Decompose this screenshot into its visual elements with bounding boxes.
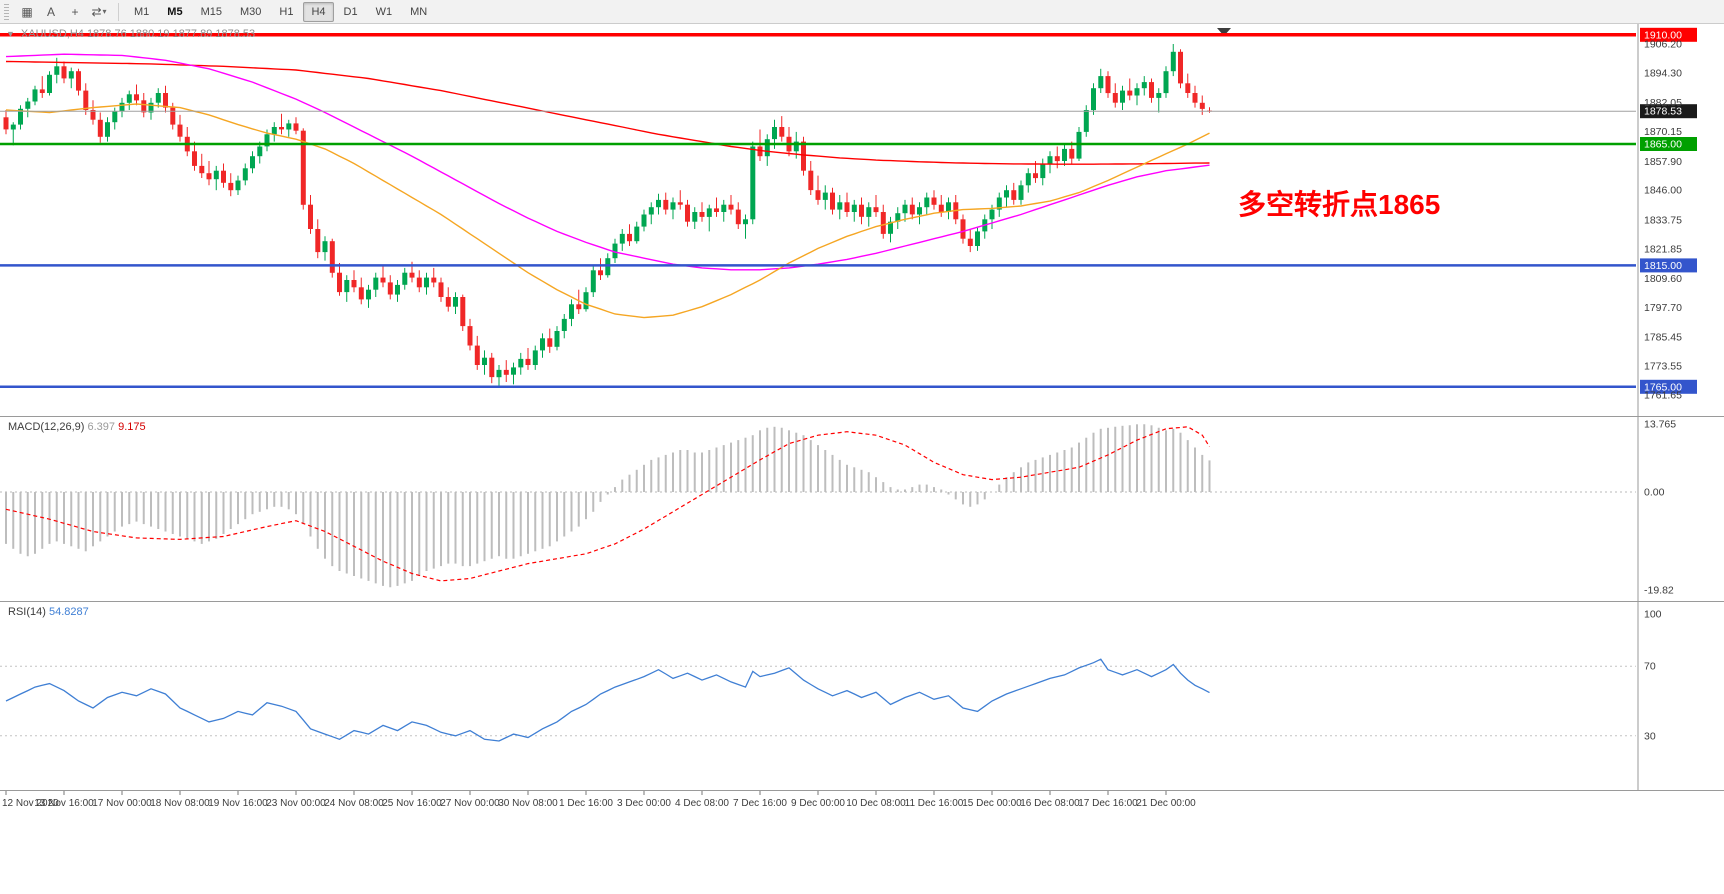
annotate-text-button[interactable]: A [39,1,63,23]
ma-mid-magenta [5,53,1210,271]
price-badge-label: 1910.00 [1644,29,1682,41]
price-tick-label: 1797.70 [1644,302,1682,314]
time-tick-label: 17 Dec 16:00 [1078,798,1138,809]
time-tick-label: 7 Dec 16:00 [733,798,787,809]
macd-tick-label: 0.00 [1644,487,1665,499]
annotation-text[interactable]: 多空转折点1865 [1238,188,1440,220]
price-tick-label: 1773.55 [1644,361,1682,373]
timeframe-m5-button[interactable]: M5 [167,5,183,18]
timeframe-h4-button[interactable]: H4 [303,1,334,22]
toolbar-grip[interactable] [4,3,9,20]
rsi-tick-label: 70 [1644,661,1656,673]
timeframe-w1-button[interactable]: W1 [375,5,393,18]
price-badge [1640,27,1697,42]
price-tick-label: 1870.15 [1644,126,1682,138]
time-tick-label: 10 Dec 08:00 [846,798,906,809]
macd-tick-label: 13.765 [1644,419,1676,431]
timeframe-d1-button[interactable]: D1 [343,5,358,18]
collapse-caret-icon[interactable]: ▼ [6,29,15,39]
time-tick-label: 17 Nov 00:00 [92,798,152,809]
price-badge [1640,104,1697,119]
price-tick-label: 1857.90 [1644,156,1682,168]
price-panel: 多空转折点1865 [0,33,1636,389]
price-tick-label: 1809.60 [1644,273,1682,285]
macd-signal-line [5,426,1211,582]
time-tick-label: 18 Nov 08:00 [150,798,210,809]
time-tick-label: 24 Nov 08:00 [324,798,384,809]
price-tick-label: 1821.85 [1644,243,1682,255]
price-badge-label: 1815.00 [1644,260,1682,272]
dropdown-caret-icon: ▾ [102,7,107,16]
zoom-dropdown-icon: ⇄ [91,4,102,19]
toolbar-tools: ▦ A + ⇄ ▾ [15,1,111,23]
price-tick-label: 1846.00 [1644,185,1682,197]
price-badge-label: 1878.53 [1644,106,1682,118]
toolbar-timeframes: M1 M5 M15 M30 H1 H4 D1 W1 MN [126,1,435,22]
time-tick-label: 11 Dec 16:00 [905,798,964,809]
price-badge [1640,258,1697,273]
chart-shift-marker-icon[interactable] [1217,28,1231,36]
macd-tick-label: -19.82 [1644,584,1674,596]
timeframe-m30-button[interactable]: M30 [239,5,262,18]
rsi-line [5,658,1210,742]
time-tick-label: 4 Dec 08:00 [675,798,729,809]
rsi-indicator-label: RSI(14) 54.8287 [8,606,89,618]
crosshair-icon: + [71,4,79,19]
time-tick-label: 15 Dec 00:00 [962,798,1022,809]
crosshair-button[interactable]: + [63,1,87,23]
price-axis[interactable]: 1910.00 1865.00 1815.00 1765.00 1878.53 1906.… [1640,27,1697,743]
time-tick-label: 16 Dec 08:00 [1020,798,1080,809]
price-badge-label: 1765.00 [1644,381,1682,393]
annotate-text-icon: A [46,4,55,19]
time-tick-label: 3 Dec 00:00 [617,798,671,809]
chart-ohlc-title: ▼ XAUUSD,H4 1878.76 1880.19 1877.89 1878… [6,28,255,40]
ma-slow-red [5,60,1210,165]
time-tick-label: 27 Nov 00:00 [440,798,500,809]
time-tick-label: 21 Dec 00:00 [1136,798,1196,809]
price-tick-label: 1894.30 [1644,67,1682,79]
time-tick-label: 1 Dec 16:00 [559,798,613,809]
toolbar: ▦ A + ⇄ ▾ M1 M5 M15 M30 H1 H4 D1 W1 MN [0,0,1724,24]
ma-fast-orange [5,103,1210,319]
time-tick-label: 25 Nov 16:00 [382,798,442,809]
timeframe-m1-button[interactable]: M1 [134,5,150,18]
price-badge [1640,137,1697,151]
macd-indicator-label: MACD(12,26,9) 6.397 9.175 [8,421,146,433]
time-tick-label: 9 Dec 00:00 [791,798,845,809]
price-tick-label: 1785.45 [1644,332,1682,344]
rsi-tick-label: 30 [1644,730,1656,742]
time-tick-label: 13 Nov 16:00 [34,798,94,809]
price-tick-label: 1882.05 [1644,97,1682,109]
price-badge [1640,379,1697,394]
chart-window-icon: ▦ [21,4,33,19]
timeframe-m15-button[interactable]: M15 [200,5,222,18]
zoom-dropdown-button[interactable]: ⇄ ▾ [87,1,111,23]
price-badge-label: 1865.00 [1644,139,1682,151]
time-tick-label: 23 Nov 00:00 [266,798,326,809]
timeframe-mn-button[interactable]: MN [410,5,428,18]
price-tick-label: 1906.20 [1644,39,1682,51]
macd-panel: MACD(12,26,9) 6.397 9.175 [0,421,1636,588]
time-tick-label: 30 Nov 08:00 [498,798,558,809]
price-tick-label: 1761.65 [1644,390,1682,402]
timeframe-h1-button[interactable]: H1 [279,5,294,18]
time-tick-label: 19 Nov 16:00 [208,798,268,809]
chart-window-button[interactable]: ▦ [15,1,39,23]
candlesticks [3,44,1212,388]
price-tick-label: 1833.75 [1644,214,1682,226]
toolbar-separator [118,2,119,21]
symbol-ohlc-text: XAUUSD,H4 1878.76 1880.19 1877.89 1878.5… [20,28,256,40]
rsi-tick-label: 100 [1644,609,1662,621]
time-tick-label: 12 Nov 2020 [2,798,59,809]
rsi-panel: RSI(14) 54.8287 [0,606,1636,742]
